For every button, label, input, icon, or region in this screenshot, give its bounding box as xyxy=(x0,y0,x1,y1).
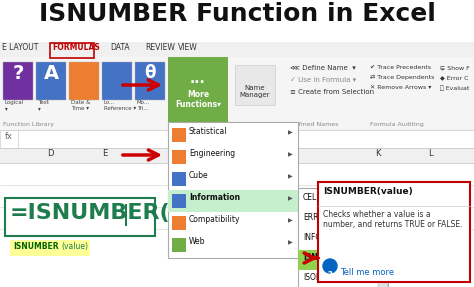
Bar xyxy=(168,57,228,122)
Text: ISNUMBER(value): ISNUMBER(value) xyxy=(323,187,413,196)
Bar xyxy=(172,172,186,186)
Text: Formula Auditing: Formula Auditing xyxy=(370,122,424,127)
Bar xyxy=(168,190,298,212)
Text: DATA: DATA xyxy=(110,43,129,52)
Bar xyxy=(102,62,132,100)
Bar xyxy=(0,57,474,132)
Text: ▶: ▶ xyxy=(288,130,293,135)
Bar xyxy=(5,198,155,236)
Bar xyxy=(379,190,387,215)
Text: Date &
Time ▾: Date & Time ▾ xyxy=(71,100,91,111)
Text: ISNUMBER: ISNUMBER xyxy=(303,253,348,262)
Bar xyxy=(235,65,275,105)
Text: ▶: ▶ xyxy=(288,174,293,179)
Text: VIEW: VIEW xyxy=(178,43,198,52)
Text: L: L xyxy=(428,149,432,158)
Text: ?: ? xyxy=(12,64,24,83)
Text: Mo...
Tri...: Mo... Tri... xyxy=(137,100,150,111)
Bar xyxy=(10,240,90,256)
Bar xyxy=(125,204,127,226)
Bar xyxy=(168,122,298,258)
Text: Logical
▾: Logical ▾ xyxy=(5,100,24,111)
Text: ...: ... xyxy=(190,72,206,86)
Text: ⓶ Evaluat: ⓶ Evaluat xyxy=(440,85,469,91)
Text: ISODD: ISODD xyxy=(303,273,328,282)
Text: K: K xyxy=(375,149,381,158)
Text: Compatibility: Compatibility xyxy=(189,215,240,224)
Text: ▶: ▶ xyxy=(288,218,293,223)
Text: ⋘ Define Name  ▾: ⋘ Define Name ▾ xyxy=(290,65,356,71)
Text: =ISNUMBER(: =ISNUMBER( xyxy=(10,203,171,223)
Bar xyxy=(298,250,378,270)
Text: ⋤ Show F: ⋤ Show F xyxy=(440,65,470,70)
Bar xyxy=(0,42,474,58)
Text: ✔ Trace Precedents: ✔ Trace Precedents xyxy=(370,65,431,70)
Text: Text
▾: Text ▾ xyxy=(38,100,49,111)
Text: Engineering: Engineering xyxy=(189,149,235,158)
Text: REVIEW: REVIEW xyxy=(145,43,175,52)
Text: Statistical: Statistical xyxy=(189,127,228,136)
Bar xyxy=(172,128,186,142)
Text: ▶: ▶ xyxy=(288,152,293,157)
Text: Function Library: Function Library xyxy=(3,122,54,127)
Text: Defined Names: Defined Names xyxy=(290,122,338,127)
Bar xyxy=(172,216,186,230)
Text: θ: θ xyxy=(144,64,156,82)
Text: CELL: CELL xyxy=(303,193,321,202)
Text: Lo...
Reference ▾: Lo... Reference ▾ xyxy=(104,100,136,111)
Bar xyxy=(3,62,33,100)
Bar xyxy=(172,194,186,208)
Text: ✓ Use in Formula ▾: ✓ Use in Formula ▾ xyxy=(290,77,356,83)
Text: (value): (value) xyxy=(61,242,88,251)
Text: ◆ Error C: ◆ Error C xyxy=(440,75,468,80)
Text: ⇄ Trace Dependents: ⇄ Trace Dependents xyxy=(370,75,434,80)
Text: ?: ? xyxy=(328,271,332,280)
Bar xyxy=(172,150,186,164)
Circle shape xyxy=(323,259,337,273)
Text: E: E xyxy=(102,149,108,158)
Text: More
Functions▾: More Functions▾ xyxy=(175,90,221,109)
Text: ▶: ▶ xyxy=(288,240,293,245)
Text: FORMULAS: FORMULAS xyxy=(52,43,100,52)
Text: ▶: ▶ xyxy=(288,196,293,201)
Text: E LAYOUT: E LAYOUT xyxy=(2,43,38,52)
Text: Information: Information xyxy=(189,193,240,202)
Text: D: D xyxy=(47,149,53,158)
Bar xyxy=(50,43,94,58)
Text: fx: fx xyxy=(5,132,13,141)
Bar xyxy=(69,62,99,100)
Bar xyxy=(298,188,388,287)
Text: ✕ Remove Arrows ▾: ✕ Remove Arrows ▾ xyxy=(370,85,431,90)
Bar xyxy=(36,62,66,100)
Bar xyxy=(0,148,474,163)
Bar xyxy=(318,182,470,282)
Text: Checks whether a value is a
number, and returns TRUE or FALSE.: Checks whether a value is a number, and … xyxy=(323,210,463,229)
Bar xyxy=(172,238,186,252)
Bar xyxy=(378,188,388,287)
Text: Tell me more: Tell me more xyxy=(340,268,394,277)
Bar xyxy=(0,130,474,148)
Text: Cube: Cube xyxy=(189,171,209,180)
Bar xyxy=(135,62,165,100)
Text: INFO: INFO xyxy=(303,233,321,242)
Text: ISNUMBER: ISNUMBER xyxy=(13,242,59,251)
Text: ERROR.TYPE: ERROR.TYPE xyxy=(303,213,350,222)
Text: Name
Manager: Name Manager xyxy=(240,85,270,98)
Text: ≡ Create from Selection: ≡ Create from Selection xyxy=(290,89,374,95)
Text: Web: Web xyxy=(189,237,206,246)
Text: A: A xyxy=(44,64,59,83)
Text: ISNUMBER Function in Excel: ISNUMBER Function in Excel xyxy=(38,2,436,26)
